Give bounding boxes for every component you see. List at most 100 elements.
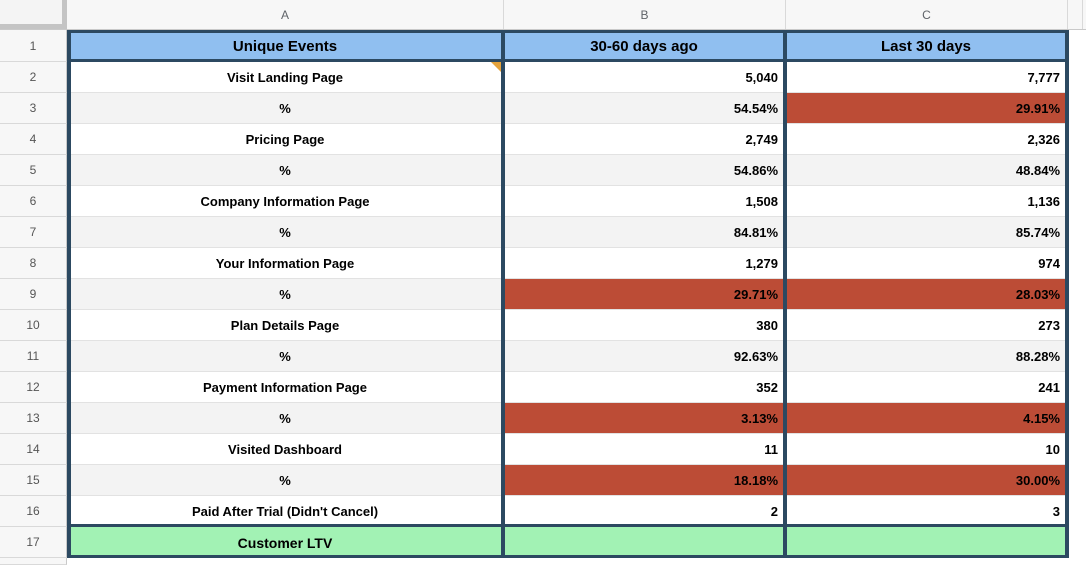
cell-A5[interactable]: % <box>67 155 503 186</box>
cell-B16[interactable]: 2 <box>503 496 785 527</box>
cell-A15[interactable]: % <box>67 465 503 496</box>
cell-B10[interactable]: 380 <box>503 310 785 341</box>
cell-C6[interactable]: 1,136 <box>785 186 1067 217</box>
table-row: 10 Plan Details Page 380 273 <box>0 310 1086 341</box>
cell-B13[interactable]: 3.13% <box>503 403 785 434</box>
cell-B1[interactable]: 30-60 days ago <box>503 30 785 62</box>
table-row: 6 Company Information Page 1,508 1,136 <box>0 186 1086 217</box>
cell-A8[interactable]: Your Information Page <box>67 248 503 279</box>
cell-A2[interactable]: Visit Landing Page <box>67 62 503 93</box>
table-row: 8 Your Information Page 1,279 974 <box>0 248 1086 279</box>
cell-C8[interactable]: 974 <box>785 248 1067 279</box>
cell-A14[interactable]: Visited Dashboard <box>67 434 503 465</box>
cell-C16[interactable]: 3 <box>785 496 1067 527</box>
cell-C1[interactable]: Last 30 days <box>785 30 1067 62</box>
cell-C12[interactable]: 241 <box>785 372 1067 403</box>
table-row: 11 % 92.63% 88.28% <box>0 341 1086 372</box>
cell-A1[interactable]: Unique Events <box>67 30 503 62</box>
cell-C3[interactable]: 29.91% <box>785 93 1067 124</box>
row-header-8[interactable]: 8 <box>0 248 67 279</box>
cell-A13[interactable]: % <box>67 403 503 434</box>
cell-A3[interactable]: % <box>67 93 503 124</box>
table-row: 14 Visited Dashboard 11 10 <box>0 434 1086 465</box>
table-border-above-ltv <box>67 524 1069 527</box>
cell-B7[interactable]: 84.81% <box>503 217 785 248</box>
row-header-9[interactable]: 9 <box>0 279 67 310</box>
column-header-c[interactable]: C <box>785 0 1067 29</box>
cell-A12[interactable]: Payment Information Page <box>67 372 503 403</box>
row-header-7[interactable]: 7 <box>0 217 67 248</box>
cell-B14[interactable]: 11 <box>503 434 785 465</box>
cell-C10[interactable]: 273 <box>785 310 1067 341</box>
table-body: 1 Unique Events 30-60 days ago Last 30 d… <box>0 30 1086 558</box>
cell-C15[interactable]: 30.00% <box>785 465 1067 496</box>
table-row: 16 Paid After Trial (Didn't Cancel) 2 3 <box>0 496 1086 527</box>
row-header-13[interactable]: 13 <box>0 403 67 434</box>
cell-B5[interactable]: 54.86% <box>503 155 785 186</box>
row-header-11[interactable]: 11 <box>0 341 67 372</box>
cell-C14[interactable]: 10 <box>785 434 1067 465</box>
cell-A9[interactable]: % <box>67 279 503 310</box>
row-header-12[interactable]: 12 <box>0 372 67 403</box>
table-row: 2 Visit Landing Page 5,040 7,777 <box>0 62 1086 93</box>
table-border-right <box>1065 30 1069 558</box>
cell-B8[interactable]: 1,279 <box>503 248 785 279</box>
cell-B4[interactable]: 2,749 <box>503 124 785 155</box>
cell-B9[interactable]: 29.71% <box>503 279 785 310</box>
column-header-bar: A B C <box>0 0 1086 30</box>
cell-C2[interactable]: 7,777 <box>785 62 1067 93</box>
table-border-top <box>67 30 1069 33</box>
table-row: 4 Pricing Page 2,749 2,326 <box>0 124 1086 155</box>
note-indicator-icon <box>491 62 501 72</box>
table-row: 12 Payment Information Page 352 241 <box>0 372 1086 403</box>
table-row: 9 % 29.71% 28.03% <box>0 279 1086 310</box>
row-header-sliver <box>0 558 67 565</box>
table-row: 15 % 18.18% 30.00% <box>0 465 1086 496</box>
row-header-5[interactable]: 5 <box>0 155 67 186</box>
table-border-bottom <box>67 555 1069 558</box>
cell-A10[interactable]: Plan Details Page <box>67 310 503 341</box>
cell-A11[interactable]: % <box>67 341 503 372</box>
cell-B12[interactable]: 352 <box>503 372 785 403</box>
row-header-10[interactable]: 10 <box>0 310 67 341</box>
table-border-left <box>67 30 71 558</box>
cell-B6[interactable]: 1,508 <box>503 186 785 217</box>
row-header-1[interactable]: 1 <box>0 30 67 62</box>
cell-C4[interactable]: 2,326 <box>785 124 1067 155</box>
cell-A7[interactable]: % <box>67 217 503 248</box>
table-row: 1 Unique Events 30-60 days ago Last 30 d… <box>0 30 1086 62</box>
cell-A4[interactable]: Pricing Page <box>67 124 503 155</box>
row-header-16[interactable]: 16 <box>0 496 67 527</box>
row-header-2[interactable]: 2 <box>0 62 67 93</box>
row-header-4[interactable]: 4 <box>0 124 67 155</box>
cell-B11[interactable]: 92.63% <box>503 341 785 372</box>
row-header-17[interactable]: 17 <box>0 527 67 558</box>
column-header-a[interactable]: A <box>280 7 289 22</box>
table-border-below-header <box>67 59 1069 62</box>
table-border-a-b <box>501 30 505 558</box>
cell-B15[interactable]: 18.18% <box>503 465 785 496</box>
cell-C13[interactable]: 4.15% <box>785 403 1067 434</box>
row-header-14[interactable]: 14 <box>0 434 67 465</box>
cell-A6[interactable]: Company Information Page <box>67 186 503 217</box>
table-row: 13 % 3.13% 4.15% <box>0 403 1086 434</box>
table-row: 17 Customer LTV <box>0 527 1086 558</box>
cell-C9[interactable]: 28.03% <box>785 279 1067 310</box>
select-all-corner[interactable] <box>0 0 67 29</box>
cell-B2[interactable]: 5,040 <box>503 62 785 93</box>
cell-B3[interactable]: 54.54% <box>503 93 785 124</box>
table-row: 5 % 54.86% 48.84% <box>0 155 1086 186</box>
cell-A16[interactable]: Paid After Trial (Didn't Cancel) <box>67 496 503 527</box>
row-header-6[interactable]: 6 <box>0 186 67 217</box>
table-row: 3 % 54.54% 29.91% <box>0 93 1086 124</box>
column-header-b[interactable]: B <box>503 0 785 29</box>
row-header-15[interactable]: 15 <box>0 465 67 496</box>
cell-B17[interactable] <box>503 527 785 558</box>
cell-C17[interactable] <box>785 527 1067 558</box>
cell-C7[interactable]: 85.74% <box>785 217 1067 248</box>
cell-A17[interactable]: Customer LTV <box>67 527 503 558</box>
row-header-3[interactable]: 3 <box>0 93 67 124</box>
cell-C5[interactable]: 48.84% <box>785 155 1067 186</box>
cell-C11[interactable]: 88.28% <box>785 341 1067 372</box>
